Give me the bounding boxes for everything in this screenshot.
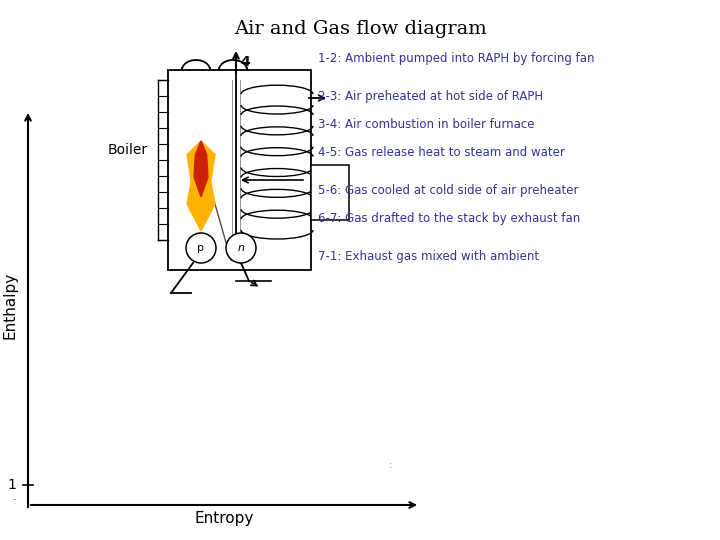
Text: 4: 4 xyxy=(240,55,250,69)
Text: 5-6: Gas cooled at cold side of air preheater: 5-6: Gas cooled at cold side of air preh… xyxy=(318,184,578,197)
Circle shape xyxy=(186,233,216,263)
Circle shape xyxy=(226,233,256,263)
Bar xyxy=(311,165,349,220)
Bar xyxy=(168,70,311,270)
Text: 7-1: Exhaust gas mixed with ambient: 7-1: Exhaust gas mixed with ambient xyxy=(318,250,539,263)
Text: 2-3: Air preheated at hot side of RAPH: 2-3: Air preheated at hot side of RAPH xyxy=(318,90,543,103)
Text: n: n xyxy=(238,243,245,253)
Text: 1-2: Ambient pumped into RAPH by forcing fan: 1-2: Ambient pumped into RAPH by forcing… xyxy=(318,52,595,65)
Text: Entropy: Entropy xyxy=(194,511,253,526)
Text: p: p xyxy=(197,243,204,253)
Text: 3-4: Air combustion in boiler furnace: 3-4: Air combustion in boiler furnace xyxy=(318,118,534,131)
Polygon shape xyxy=(194,141,208,197)
Text: Boiler: Boiler xyxy=(108,143,148,157)
Text: Enthalpy: Enthalpy xyxy=(2,272,17,339)
Text: Air and Gas flow diagram: Air and Gas flow diagram xyxy=(233,20,487,38)
Text: .: . xyxy=(12,492,16,502)
Text: 6-7: Gas drafted to the stack by exhaust fan: 6-7: Gas drafted to the stack by exhaust… xyxy=(318,212,580,225)
Polygon shape xyxy=(187,141,215,231)
Text: :: : xyxy=(388,460,392,470)
Text: 1: 1 xyxy=(7,478,16,492)
Text: 4-5: Gas release heat to steam and water: 4-5: Gas release heat to steam and water xyxy=(318,146,565,159)
